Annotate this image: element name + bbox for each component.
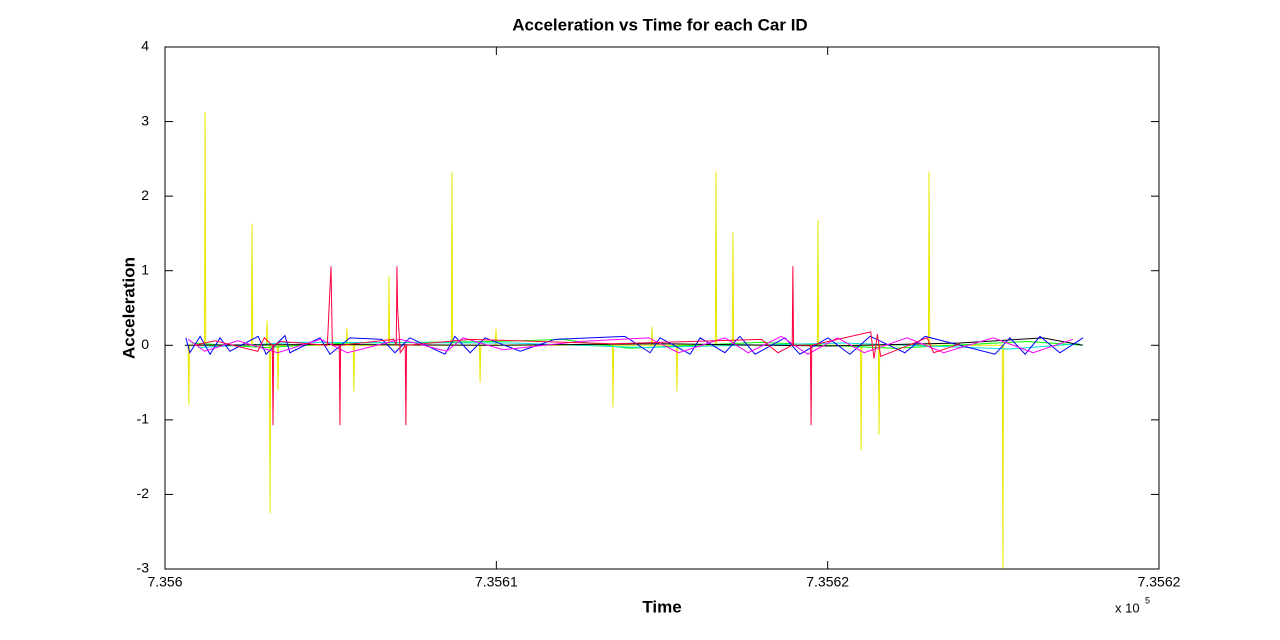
axes-box <box>164 46 1160 570</box>
y-axis-label: Acceleration <box>119 257 138 359</box>
series-line <box>184 337 1083 347</box>
y-tick-label: 2 <box>141 187 149 203</box>
y-tick-label: 0 <box>141 336 149 352</box>
series-line <box>198 341 1080 350</box>
y-tick-label: -1 <box>137 411 150 427</box>
x-axis-label: Time <box>642 597 681 616</box>
x-multiplier-power: 5 <box>1145 595 1150 605</box>
x-tick-label: 7.3562 <box>806 574 849 590</box>
x-tick-label: 7.356 <box>147 574 182 590</box>
series-line <box>185 334 1084 356</box>
y-tick-label: -2 <box>137 485 150 501</box>
series-line <box>187 335 1074 355</box>
x-multiplier: x 10 <box>1115 600 1140 615</box>
y-tick-label: 1 <box>141 261 149 277</box>
y-tick-label: 4 <box>141 38 149 54</box>
x-tick-label: 7.3561 <box>475 574 518 590</box>
series-line <box>194 266 961 426</box>
x-tick-label: 7.3562 <box>1138 574 1181 590</box>
plot-area <box>184 111 1084 570</box>
y-tick-label: -3 <box>137 560 150 576</box>
chart-title: Acceleration vs Time for each Car ID <box>512 15 807 34</box>
y-tick-label: 3 <box>141 112 149 128</box>
